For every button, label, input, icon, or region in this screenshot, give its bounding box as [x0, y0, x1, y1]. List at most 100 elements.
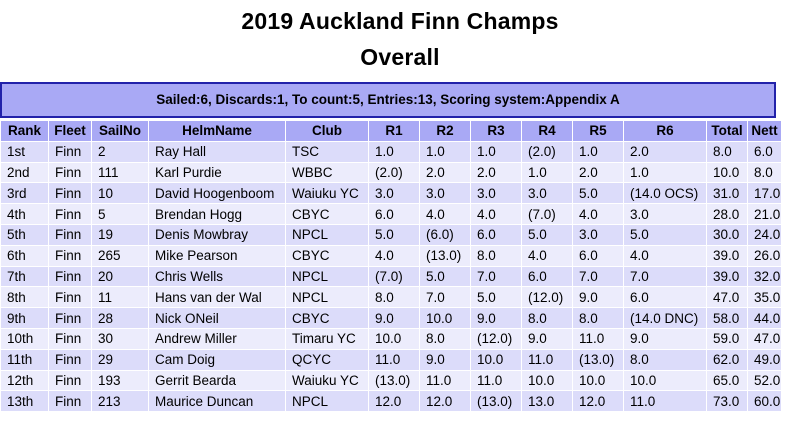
- table-row: 2nd Finn 111 Karl Purdie WBBC (2.0) 2.0 2.0 1.0 2…: [1, 162, 781, 183]
- cell-r5: 12.0: [573, 391, 623, 412]
- table-row: 4th Finn 5 Brendan Hogg CBYC 6.0 4.0 4.0 (7.0) 4.…: [1, 204, 781, 224]
- cell-sailno: 11: [92, 287, 148, 308]
- cell-r6: 7.0: [624, 266, 706, 287]
- cell-total: 31.0: [707, 183, 747, 204]
- cell-r6: (14.0 OCS): [624, 183, 706, 204]
- cell-r6: 3.0: [624, 204, 706, 224]
- cell-r6: 9.0: [624, 328, 706, 349]
- cell-r6: 8.0: [624, 349, 706, 370]
- column-header-total: Total: [707, 121, 747, 141]
- page-title: 2019 Auckland Finn Champs: [241, 8, 559, 34]
- cell-fleet: Finn: [49, 370, 91, 391]
- cell-nett: 35.0: [748, 287, 781, 308]
- cell-helmname: Chris Wells: [149, 266, 285, 287]
- table-row: 12th Finn 193 Gerrit Bearda Waiuku YC (13.0) 1…: [1, 370, 781, 391]
- cell-rank: 8th: [1, 287, 48, 308]
- cell-club: NPCL: [286, 287, 368, 308]
- cell-r2: (13.0): [420, 245, 470, 266]
- cell-r1: 1.0: [369, 141, 419, 162]
- cell-r3: (12.0): [471, 328, 521, 349]
- cell-r3: 2.0: [471, 162, 521, 183]
- page-subtitle: Overall: [360, 44, 440, 70]
- cell-r2: 8.0: [420, 328, 470, 349]
- column-header-rank: Rank: [1, 121, 48, 141]
- cell-club: NPCL: [286, 224, 368, 245]
- cell-r1: 10.0: [369, 328, 419, 349]
- cell-r4: 10.0: [522, 370, 572, 391]
- cell-rank: 12th: [1, 370, 48, 391]
- cell-club: QCYC: [286, 349, 368, 370]
- column-header-r4: R4: [522, 121, 572, 141]
- cell-nett: 49.0: [748, 349, 781, 370]
- cell-total: 47.0: [707, 287, 747, 308]
- cell-r3: 1.0: [471, 141, 521, 162]
- cell-fleet: Finn: [49, 349, 91, 370]
- cell-sailno: 19: [92, 224, 148, 245]
- cell-helmname: Hans van der Wal: [149, 287, 285, 308]
- cell-fleet: Finn: [49, 162, 91, 183]
- cell-total: 39.0: [707, 245, 747, 266]
- table-row: 9th Finn 28 Nick ONeil CBYC 9.0 10.0 9.0 8.0 8.0(…: [1, 308, 781, 328]
- cell-r2: 9.0: [420, 349, 470, 370]
- cell-r5: 3.0: [573, 224, 623, 245]
- cell-fleet: Finn: [49, 204, 91, 224]
- cell-r5: 11.0: [573, 328, 623, 349]
- cell-club: Waiuku YC: [286, 183, 368, 204]
- cell-r1: 3.0: [369, 183, 419, 204]
- cell-rank: 11th: [1, 349, 48, 370]
- cell-fleet: Finn: [49, 308, 91, 328]
- cell-helmname: Denis Mowbray: [149, 224, 285, 245]
- cell-sailno: 111: [92, 162, 148, 183]
- cell-r4: (2.0): [522, 141, 572, 162]
- cell-fleet: Finn: [49, 328, 91, 349]
- cell-nett: 8.0: [748, 162, 781, 183]
- cell-total: 28.0: [707, 204, 747, 224]
- table-row: 10th Finn 30 Andrew Miller Timaru YC 10.0 8.0(…: [1, 328, 781, 349]
- table-row: 7th Finn 20 Chris Wells NPCL (7.0) 5.0 7.0 6.0 7.…: [1, 266, 781, 287]
- cell-r2: 1.0: [420, 141, 470, 162]
- cell-total: 58.0: [707, 308, 747, 328]
- cell-nett: 52.0: [748, 370, 781, 391]
- cell-club: CBYC: [286, 308, 368, 328]
- cell-r5: 1.0: [573, 141, 623, 162]
- cell-helmname: Nick ONeil: [149, 308, 285, 328]
- cell-fleet: Finn: [49, 266, 91, 287]
- cell-rank: 13th: [1, 391, 48, 412]
- cell-r1: 9.0: [369, 308, 419, 328]
- column-header-r2: R2: [420, 121, 470, 141]
- table-row: 5th Finn 19 Denis Mowbray NPCL 5.0 (6.0) 6.0 5.0…: [1, 224, 781, 245]
- cell-nett: 6.0: [748, 141, 781, 162]
- column-header-fleet: Fleet: [49, 121, 91, 141]
- cell-helmname: Gerrit Bearda: [149, 370, 285, 391]
- cell-r1: 12.0: [369, 391, 419, 412]
- cell-nett: 21.0: [748, 204, 781, 224]
- cell-r2: 12.0: [420, 391, 470, 412]
- cell-r3: 5.0: [471, 287, 521, 308]
- cell-r3: 8.0: [471, 245, 521, 266]
- cell-r3: 11.0: [471, 370, 521, 391]
- series-info-banner: Sailed:6, Discards:1, To count:5, Entrie…: [0, 82, 776, 118]
- cell-rank: 9th: [1, 308, 48, 328]
- cell-r5: 6.0: [573, 245, 623, 266]
- cell-helmname: David Hoogenboom: [149, 183, 285, 204]
- table-header-row: Rank Fleet SailNo HelmName Club R1 R2 R3 R4 R5 R6 T…: [1, 121, 781, 141]
- column-header-helmname: HelmName: [149, 121, 285, 141]
- cell-r6: 6.0: [624, 287, 706, 308]
- column-header-club: Club: [286, 121, 368, 141]
- cell-r5: 2.0: [573, 162, 623, 183]
- cell-r5: 5.0: [573, 183, 623, 204]
- cell-club: Timaru YC: [286, 328, 368, 349]
- cell-sailno: 213: [92, 391, 148, 412]
- column-header-r5: R5: [573, 121, 623, 141]
- cell-r6: 4.0: [624, 245, 706, 266]
- cell-rank: 2nd: [1, 162, 48, 183]
- cell-club: NPCL: [286, 266, 368, 287]
- cell-sailno: 2: [92, 141, 148, 162]
- cell-sailno: 265: [92, 245, 148, 266]
- cell-total: 65.0: [707, 370, 747, 391]
- table-row: 3rd Finn 10 David Hoogenboom Waiuku YC 3.0 3.0…: [1, 183, 781, 204]
- column-header-r3: R3: [471, 121, 521, 141]
- cell-total: 10.0: [707, 162, 747, 183]
- cell-sailno: 20: [92, 266, 148, 287]
- cell-total: 39.0: [707, 266, 747, 287]
